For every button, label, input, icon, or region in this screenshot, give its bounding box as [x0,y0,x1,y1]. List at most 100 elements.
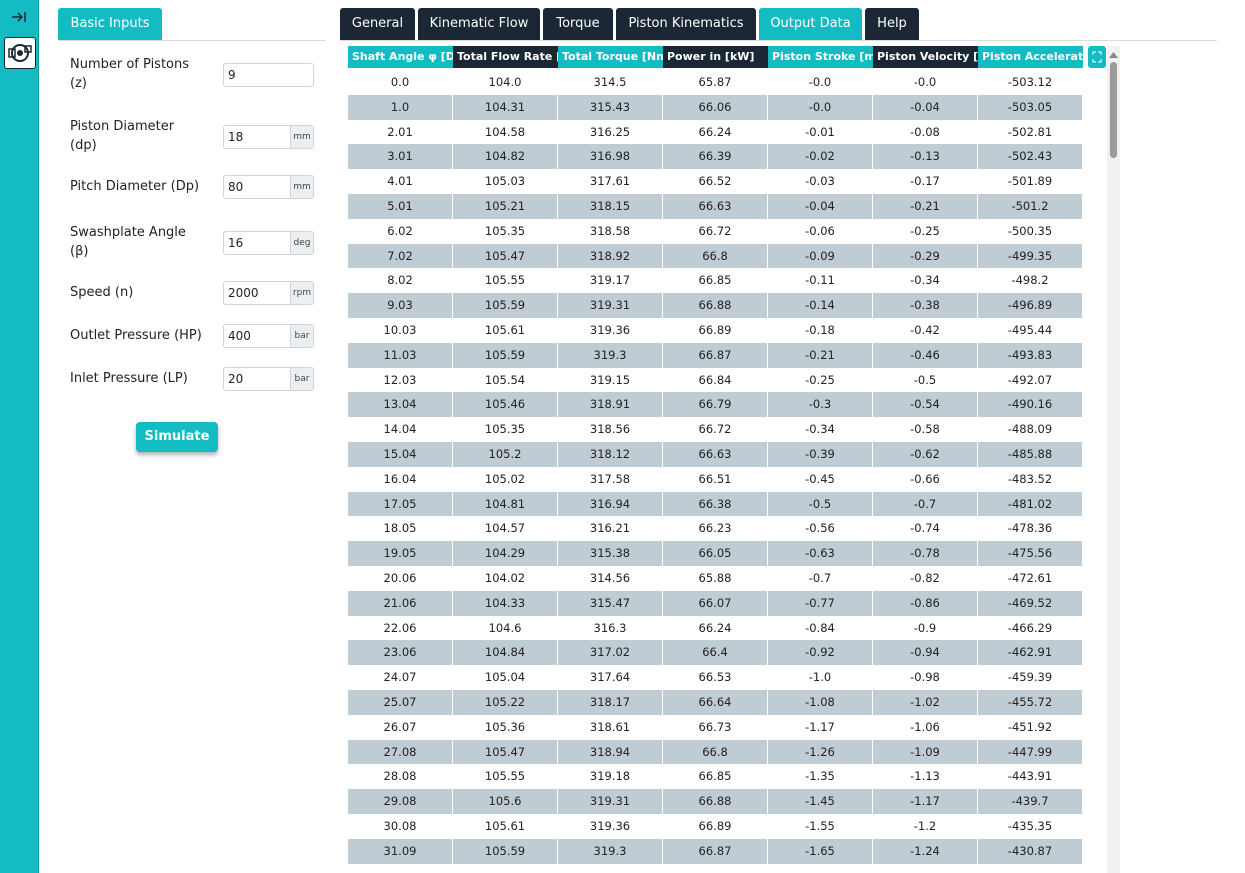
table-row: 31.09 105.59 319.3 66.87 -1.65 -1.24 -430.87 [348,838,1083,864]
table-row: 22.06 104.6 316.3 66.24 -0.84 -0.9 -466.29 [348,615,1083,641]
tab[interactable]: Help [865,8,919,40]
table-cell: 66.84 [663,367,768,393]
table-cell: -503.12 [978,70,1083,95]
table-row: 29.08 105.6 319.31 66.88 -1.45 -1.17 -439.7 [348,789,1083,814]
table-cell: 5.01 [348,194,453,219]
column-header[interactable]: Total Flow Rate [l/ [453,46,558,68]
table-cell: -0.84 [768,615,873,641]
table-cell: 20.06 [348,566,453,591]
label-symbol: (LP) [162,371,188,386]
column-header[interactable]: Total Torque [Nm [558,46,663,68]
table-cell: 66.53 [663,665,768,690]
input-unit: mm [290,176,313,198]
table-cell: 105.55 [453,764,558,790]
scrollbar[interactable] [1107,46,1120,873]
tab[interactable]: Output Data [759,8,862,40]
table-cell: -0.02 [768,144,873,170]
tab[interactable]: Kinematic Flow [418,8,540,40]
table-cell: 314.56 [558,566,663,591]
table-cell: 104.02 [453,566,558,591]
table-cell: -0.3 [768,392,873,418]
table-cell: -1.2 [873,814,978,839]
table-cell: -0.38 [873,293,978,318]
table-cell: 316.3 [558,615,663,641]
table-cell: -435.35 [978,814,1083,839]
table-cell: 315.47 [558,590,663,616]
table-cell: 105.47 [453,739,558,765]
table-cell: 66.87 [663,342,768,368]
collapse-icon[interactable] [10,8,28,26]
label-symbol: (β) [70,244,89,259]
table-cell: 29.08 [348,789,453,814]
table-cell: 105.2 [453,442,558,467]
table-cell: 319.3 [558,838,663,864]
table-cell: 318.56 [558,417,663,442]
input-field[interactable]: 18 mm [223,125,314,149]
column-header[interactable]: Shaft Angle φ [Deg [348,46,453,68]
input-field[interactable]: 16 deg [223,231,314,255]
table-cell: 316.25 [558,119,663,145]
table-row: 14.04 105.35 318.56 66.72 -0.34 -0.58 -488.09 [348,417,1083,442]
table-cell: 11.03 [348,342,453,368]
expand-button[interactable] [1088,46,1106,68]
input-field[interactable]: 400 bar [223,324,314,348]
input-label: Pitch Diameter (Dp) [70,177,215,196]
table-cell: -1.35 [768,764,873,790]
input-field[interactable]: 80 mm [223,175,314,199]
table-cell: -1.65 [768,838,873,864]
table-cell: 319.36 [558,814,663,839]
tab[interactable]: Piston Kinematics [616,8,756,40]
table-row: 19.05 104.29 315.38 66.05 -0.63 -0.78 -475.56 [348,541,1083,566]
table-cell: -499.35 [978,243,1083,269]
table-cell: 26.07 [348,714,453,740]
simulate-button[interactable]: Simulate [136,422,218,452]
table-cell: 14.04 [348,417,453,442]
table-cell: -0.45 [768,466,873,492]
table-row: 11.03 105.59 319.3 66.87 -0.21 -0.46 -493.83 [348,342,1083,368]
input-value: 9 [228,68,236,82]
table-cell: 105.36 [453,714,558,740]
table-cell: -0.5 [768,491,873,517]
input-unit: bar [290,325,313,347]
table-cell: -0.94 [873,640,978,666]
table-cell: 105.02 [453,466,558,492]
column-header[interactable]: Piston Velocity [m [873,46,978,68]
column-header[interactable]: Piston Acceleratio [978,46,1083,68]
label-name: Piston Diameter [70,119,175,134]
table-cell: -490.16 [978,392,1083,418]
table-cell: 314.5 [558,70,663,95]
table-row: 7.02 105.47 318.92 66.8 -0.09 -0.29 -499.35 [348,243,1083,269]
table-cell: -447.99 [978,739,1083,765]
table-cell: 66.23 [663,516,768,542]
input-field[interactable]: 2000 rpm [223,281,314,305]
tab[interactable]: General [340,8,415,40]
table-cell: -0.42 [873,318,978,343]
basic-inputs-tab[interactable]: Basic Inputs [58,8,162,40]
table-cell: -481.02 [978,491,1083,517]
input-field[interactable]: 20 bar [223,367,314,391]
pump-icon[interactable] [4,37,36,69]
table-cell: 104.57 [453,516,558,542]
table-cell: -0.25 [873,218,978,244]
table-cell: 105.6 [453,789,558,814]
input-field[interactable]: 9 [223,63,314,87]
sidebar [0,0,39,873]
column-header[interactable]: Power in [kW] [663,46,768,68]
column-header[interactable]: Piston Stroke [mm [768,46,873,68]
table-cell: 105.46 [453,392,558,418]
table-cell: 4.01 [348,169,453,194]
table-row: 24.07 105.04 317.64 66.53 -1.0 -0.98 -459.39 [348,665,1083,690]
tab[interactable]: Torque [543,8,613,40]
table-cell: -488.09 [978,417,1083,442]
table-row: 4.01 105.03 317.61 66.52 -0.03 -0.17 -501.89 [348,169,1083,194]
table-cell: 66.24 [663,615,768,641]
table-cell: 318.12 [558,442,663,467]
table-cell: 104.0 [453,70,558,95]
table-cell: -0.18 [768,318,873,343]
input-label: Number of Pistons (z) [70,55,215,93]
table-cell: 316.94 [558,491,663,517]
label-symbol: (dp) [70,138,97,153]
table-cell: 105.54 [453,367,558,393]
table-cell: 66.85 [663,268,768,294]
scroll-thumb[interactable] [1110,62,1117,158]
